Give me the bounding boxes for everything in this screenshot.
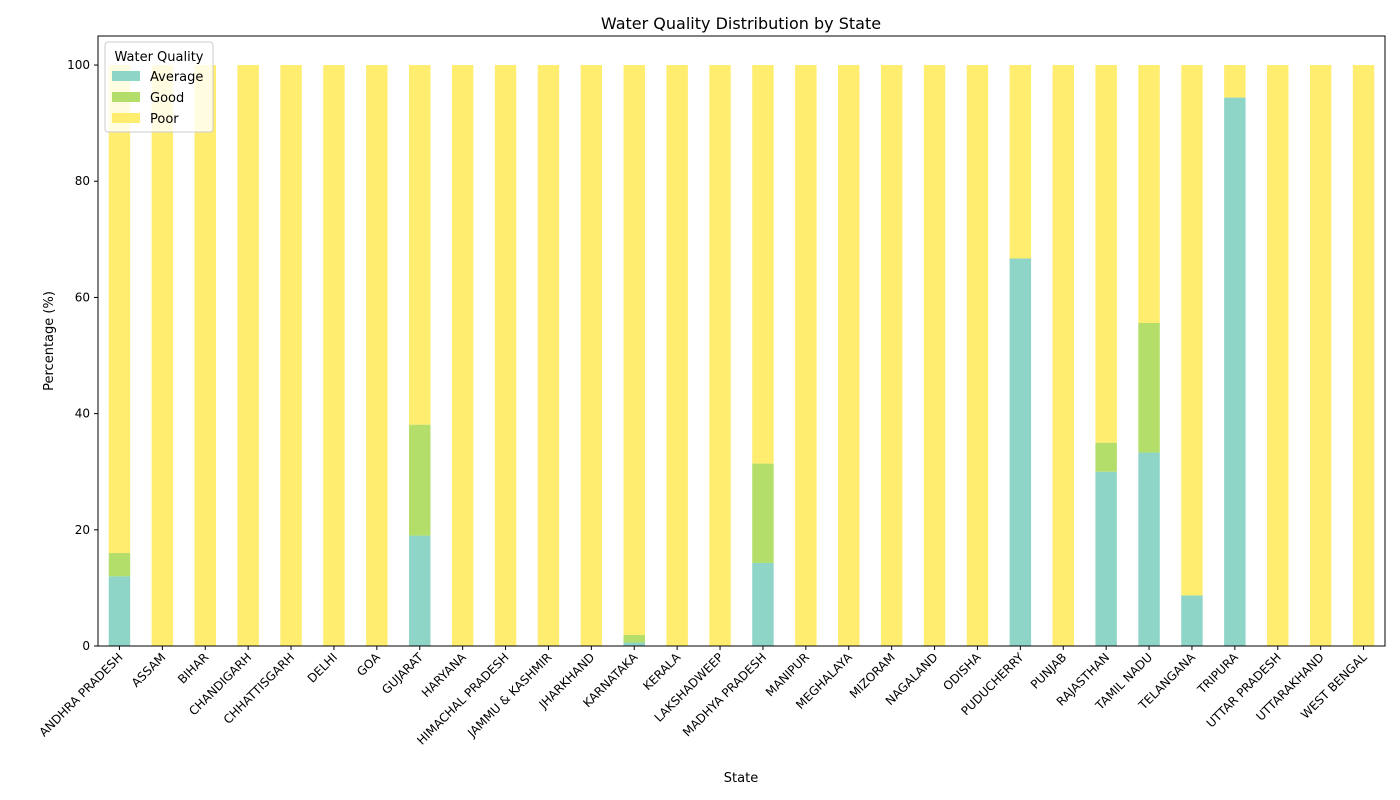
chart-title: Water Quality Distribution by State [601, 14, 881, 33]
bar-poor-9 [494, 65, 517, 647]
legend-swatch-poor [112, 113, 140, 123]
bar-good-15 [752, 463, 774, 563]
bar-poor-6 [366, 65, 388, 647]
bar-poor-13 [666, 65, 688, 647]
bar-poor-28 [1309, 65, 1332, 647]
x-tick-label: UTTAR PRADESH [1204, 650, 1284, 730]
y-axis-label: Percentage (%) [42, 291, 57, 391]
bar-poor-5 [323, 65, 345, 647]
bar-poor-17 [838, 65, 860, 647]
bar-poor-4 [280, 65, 302, 647]
y-tick-label: 0 [82, 639, 90, 653]
legend-items: Average Good Poor [112, 70, 203, 127]
bar-poor-20 [966, 65, 989, 647]
bar-poor-3 [237, 65, 259, 647]
bar-poor-25 [1181, 65, 1203, 596]
bar-poor-21 [1009, 65, 1032, 259]
bar-average-23 [1095, 471, 1117, 646]
bar-poor-2 [194, 65, 216, 647]
bar-poor-29 [1352, 65, 1375, 647]
y-ticks-group: 0 20 40 60 80 100 [67, 58, 98, 653]
bar-poor-26 [1224, 65, 1246, 98]
bar-poor-0 [108, 65, 131, 554]
y-tick-label: 60 [75, 290, 90, 304]
bar-poor-7 [409, 65, 431, 425]
x-tick-label: ASSAM [129, 650, 169, 690]
bar-poor-27 [1267, 65, 1289, 647]
bar-poor-15 [752, 65, 774, 464]
bar-poor-1 [151, 65, 174, 647]
x-tick-label: ODISHA [940, 650, 984, 694]
x-tick-label: MADHYA PRADESH [680, 650, 769, 739]
x-tick-label: BIHAR [175, 650, 211, 686]
bar-average-25 [1181, 595, 1203, 646]
bar-good-23 [1095, 442, 1117, 472]
bar-good-24 [1138, 322, 1160, 453]
y-tick-label: 100 [67, 58, 90, 72]
bar-good-12 [623, 634, 645, 643]
bar-average-21 [1009, 258, 1032, 646]
bar-poor-18 [880, 65, 903, 647]
bar-good-7 [409, 424, 431, 536]
x-ticks-group: ANDHRA PRADESH ASSAM BIHARCHANDIGARHCHHATT… [36, 646, 1370, 748]
bar-poor-14 [709, 65, 731, 647]
axes-frame [97, 35, 1386, 647]
legend-box [104, 41, 214, 133]
bar-poor-11 [580, 65, 603, 647]
y-tick-label: 40 [75, 407, 90, 421]
bar-average-15 [752, 562, 774, 646]
bar-poor-22 [1052, 65, 1074, 647]
bar-poor-24 [1138, 65, 1160, 323]
x-tick-label: PUNJAB [1028, 650, 1070, 692]
bar-poor-16 [795, 65, 817, 647]
x-axis-label: State [724, 771, 758, 786]
legend-swatch-average [112, 71, 140, 81]
y-tick-label: 80 [75, 174, 90, 188]
bars-group [108, 65, 1375, 647]
x-tick-label: ANDHRA PRADESH [36, 650, 125, 739]
legend-label-good: Good [150, 91, 184, 106]
legend-swatch-good [112, 92, 140, 102]
bar-average-24 [1138, 452, 1160, 646]
y-tick-label: 20 [75, 523, 90, 537]
bar-average-12 [623, 642, 645, 646]
legend-title: Water Quality [114, 50, 203, 65]
legend-label-poor: Poor [150, 112, 179, 127]
bar-poor-8 [451, 65, 474, 647]
legend-label-average: Average [150, 70, 203, 85]
legend: Water Quality Average Good Poor [104, 41, 214, 133]
bar-poor-12 [623, 65, 645, 635]
x-tick-label: GOA [354, 650, 383, 679]
bar-poor-19 [923, 65, 946, 647]
bar-average-7 [409, 535, 431, 646]
bar-average-0 [108, 576, 131, 646]
x-tick-label: KERALA [640, 650, 683, 693]
bar-good-0 [108, 553, 131, 577]
bar-poor-10 [537, 65, 560, 647]
bar-poor-23 [1095, 65, 1117, 443]
bar-average-26 [1224, 97, 1246, 647]
x-tick-label: DELHI [305, 650, 340, 685]
